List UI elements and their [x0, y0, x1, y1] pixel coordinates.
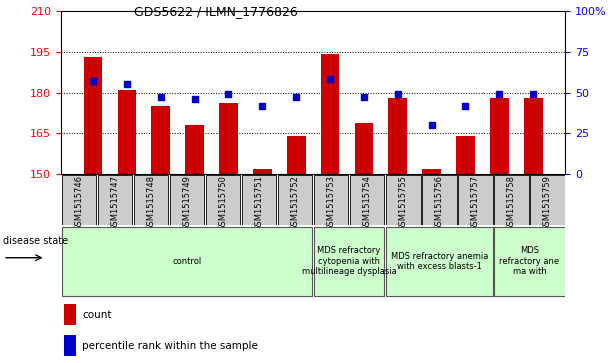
Point	[190, 96, 199, 102]
Bar	[458, 175, 492, 225]
Bar	[354, 123, 373, 174]
Bar	[97, 175, 132, 225]
Bar	[456, 136, 475, 174]
Text: GSM1515751: GSM1515751	[255, 175, 263, 231]
Bar	[64, 335, 76, 356]
Bar	[287, 136, 305, 174]
Text: MDS refractory anemia
with excess blasts-1: MDS refractory anemia with excess blasts…	[390, 252, 488, 271]
Text: GSM1515755: GSM1515755	[399, 175, 408, 231]
Text: GSM1515759: GSM1515759	[543, 175, 552, 231]
Text: GSM1515750: GSM1515750	[218, 175, 227, 231]
Point	[393, 91, 402, 97]
Text: GSM1515758: GSM1515758	[507, 175, 516, 231]
Bar	[185, 125, 204, 174]
Bar	[524, 98, 542, 174]
Point	[257, 103, 267, 109]
Bar	[134, 175, 168, 225]
Bar	[151, 106, 170, 174]
Bar	[386, 175, 421, 225]
Point	[156, 94, 165, 100]
Text: percentile rank within the sample: percentile rank within the sample	[82, 341, 258, 351]
Bar	[314, 175, 348, 225]
Point	[359, 94, 369, 100]
Bar	[219, 103, 238, 174]
Bar	[386, 227, 492, 296]
Bar	[117, 90, 136, 174]
Bar	[314, 227, 384, 296]
Text: GSM1515747: GSM1515747	[111, 175, 119, 231]
Text: GDS5622 / ILMN_1776826: GDS5622 / ILMN_1776826	[134, 5, 297, 19]
Text: disease state: disease state	[3, 236, 68, 246]
Bar	[422, 175, 457, 225]
Bar	[61, 227, 313, 296]
Bar	[64, 304, 76, 325]
Text: MDS refractory
cytopenia with
multilineage dysplasia: MDS refractory cytopenia with multilinea…	[302, 246, 396, 276]
Bar	[321, 54, 339, 174]
Point	[427, 122, 437, 128]
Text: GSM1515746: GSM1515746	[74, 175, 83, 231]
Point	[88, 78, 98, 84]
Point	[461, 103, 471, 109]
Text: GSM1515757: GSM1515757	[471, 175, 480, 231]
Bar	[242, 175, 277, 225]
Point	[122, 81, 132, 87]
Bar	[206, 175, 240, 225]
Bar	[350, 175, 384, 225]
Bar	[494, 175, 529, 225]
Bar	[278, 175, 313, 225]
Bar	[494, 227, 565, 296]
Point	[494, 91, 504, 97]
Bar	[423, 169, 441, 174]
Text: GSM1515756: GSM1515756	[435, 175, 444, 231]
Bar	[84, 57, 102, 174]
Text: GSM1515749: GSM1515749	[182, 175, 192, 231]
Point	[325, 77, 335, 82]
Text: control: control	[172, 257, 202, 266]
Bar	[389, 98, 407, 174]
Text: GSM1515753: GSM1515753	[326, 175, 336, 231]
Point	[528, 91, 538, 97]
Text: GSM1515748: GSM1515748	[147, 175, 156, 231]
Text: GSM1515752: GSM1515752	[291, 175, 300, 231]
Text: count: count	[82, 310, 112, 320]
Point	[291, 94, 301, 100]
Text: MDS
refractory ane
ma with: MDS refractory ane ma with	[499, 246, 559, 276]
Text: GSM1515754: GSM1515754	[363, 175, 371, 231]
Bar	[170, 175, 204, 225]
Point	[224, 91, 233, 97]
Bar	[61, 175, 96, 225]
Bar	[490, 98, 509, 174]
Bar	[253, 169, 272, 174]
Bar	[530, 175, 565, 225]
